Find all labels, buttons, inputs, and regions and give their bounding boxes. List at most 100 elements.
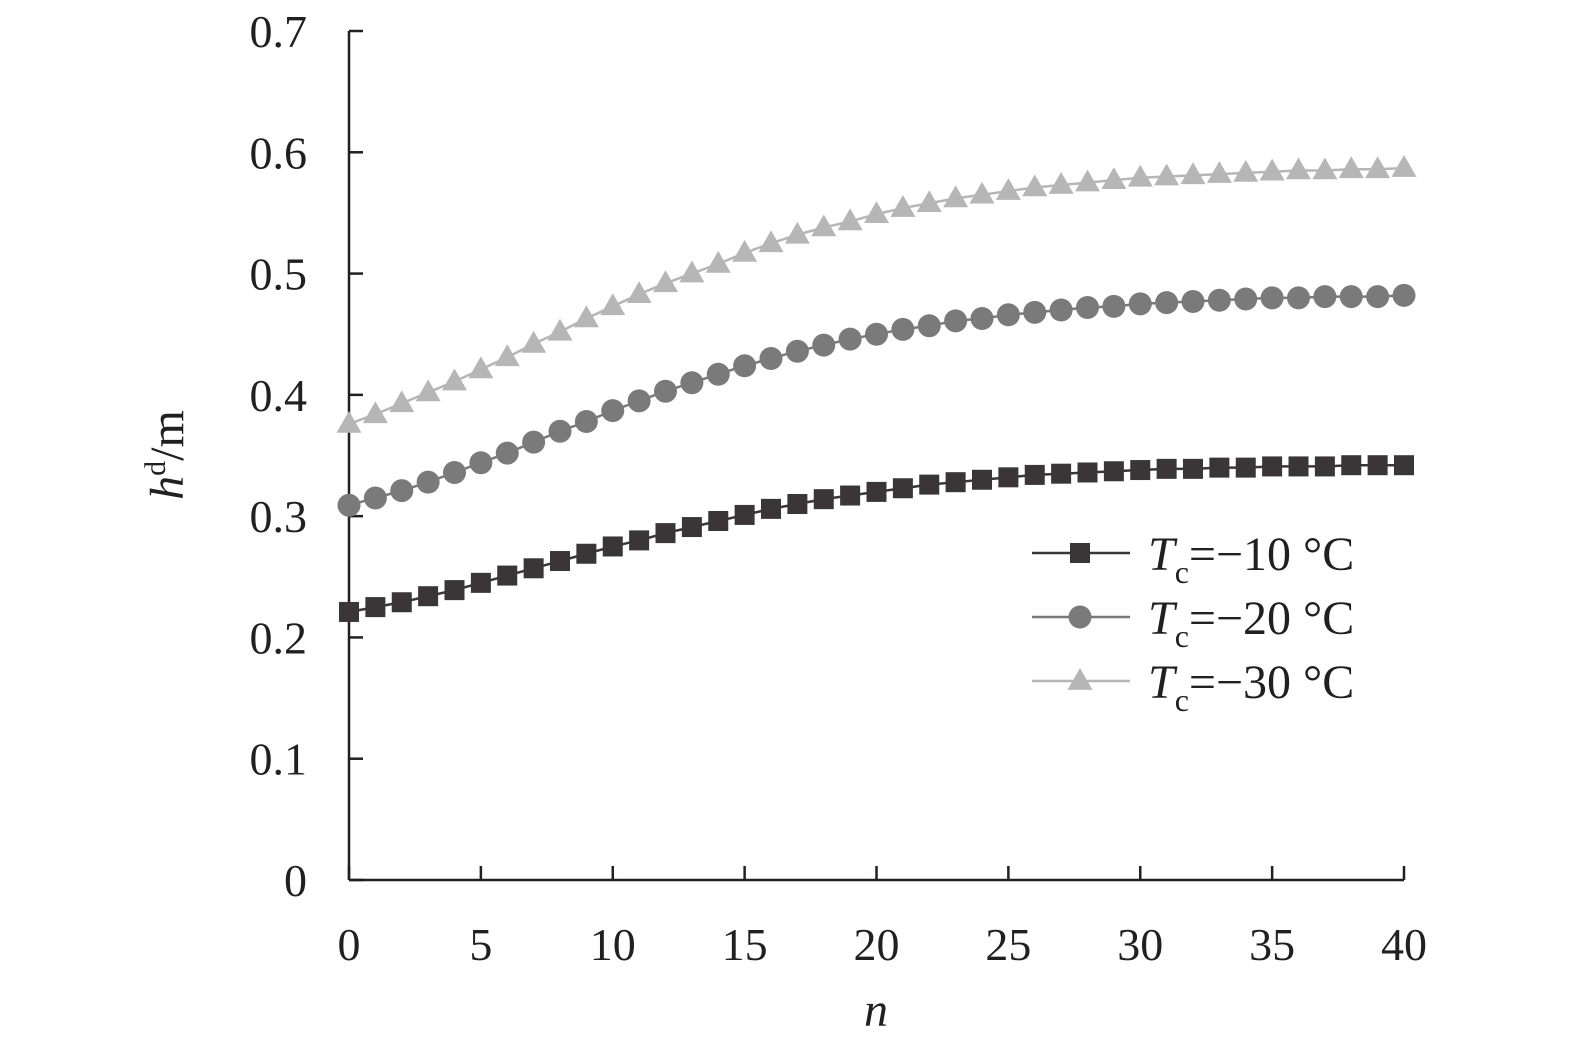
data-point xyxy=(811,214,837,237)
data-point xyxy=(443,460,466,484)
x-tick-label: 40 xyxy=(1381,919,1427,970)
data-point xyxy=(653,270,678,293)
data-point xyxy=(336,410,362,433)
data-point xyxy=(523,558,544,579)
data-point xyxy=(362,401,388,424)
data-point xyxy=(1341,455,1362,476)
data-point xyxy=(1048,172,1074,194)
legend-marker xyxy=(1070,543,1090,563)
data-point xyxy=(970,306,994,330)
data-point xyxy=(1262,456,1283,477)
data-point xyxy=(1339,285,1363,309)
data-point xyxy=(1365,156,1391,179)
data-point xyxy=(706,362,730,386)
legend-label-var: T xyxy=(1148,528,1178,581)
data-point xyxy=(1314,456,1335,477)
y-tick-label: 0.1 xyxy=(250,734,308,785)
data-point xyxy=(734,504,755,525)
data-point xyxy=(418,586,439,607)
legend-item-2: Tc=−20 °C xyxy=(1032,592,1354,654)
axes: 0 0.1 0.2 0.3 0.4 0.5 0.6 0.7 0 5 10 15 20 25 30 35 40 n h… xyxy=(139,6,1427,1037)
data-point xyxy=(972,469,992,490)
data-point xyxy=(681,517,702,538)
y-tick-label: 0.5 xyxy=(250,249,308,300)
legend-marker xyxy=(1067,667,1093,690)
legend-item-1: Tc=−10 °C xyxy=(1032,528,1354,590)
data-point xyxy=(469,451,493,475)
legend-item-3: Tc=−30 °C xyxy=(1032,656,1354,718)
data-point xyxy=(1023,300,1047,324)
data-point xyxy=(497,565,518,586)
data-point xyxy=(998,467,1019,488)
y-tick-label: 0.2 xyxy=(250,612,308,663)
data-point xyxy=(573,305,599,328)
data-point xyxy=(1154,163,1180,186)
data-point xyxy=(1312,157,1338,180)
data-point xyxy=(1367,455,1388,476)
data-point xyxy=(1130,460,1151,481)
legend-marker xyxy=(1068,605,1092,629)
data-point xyxy=(602,536,623,557)
data-point xyxy=(708,510,729,531)
y-axis-title-var: h xyxy=(141,476,194,500)
data-point xyxy=(390,479,414,503)
x-tick-label: 25 xyxy=(985,919,1031,970)
data-point xyxy=(732,239,758,262)
data-point xyxy=(548,419,572,443)
data-point xyxy=(337,493,361,517)
data-point xyxy=(733,354,757,378)
series-layer xyxy=(336,155,1417,622)
legend-label-var: T xyxy=(1148,656,1178,709)
x-tick-label: 35 xyxy=(1249,919,1295,970)
data-point xyxy=(1076,296,1099,320)
data-point xyxy=(521,330,547,353)
legend-label: Tc=−20 °C xyxy=(1148,592,1354,654)
x-tick-label: 10 xyxy=(590,919,636,970)
data-point xyxy=(785,339,809,363)
data-point xyxy=(1183,458,1203,479)
data-point xyxy=(468,356,494,379)
data-point xyxy=(916,190,942,213)
data-point xyxy=(1103,461,1124,482)
data-point xyxy=(655,523,676,544)
data-point xyxy=(1286,157,1311,180)
y-axis-title: hd/m xyxy=(139,410,194,500)
data-point xyxy=(442,368,467,391)
x-tick-label: 30 xyxy=(1117,919,1163,970)
data-point xyxy=(629,530,650,551)
data-point xyxy=(389,390,415,413)
data-point xyxy=(840,485,861,506)
data-point xyxy=(576,543,597,564)
data-point xyxy=(864,201,889,223)
data-point xyxy=(1234,287,1258,311)
data-point xyxy=(1235,457,1256,478)
legend-label-sub: c xyxy=(1175,682,1189,718)
data-point xyxy=(996,303,1020,327)
data-point xyxy=(679,260,705,283)
data-point xyxy=(812,333,836,357)
x-tick-label: 15 xyxy=(722,919,768,970)
data-point xyxy=(601,399,625,423)
data-point xyxy=(944,309,968,333)
data-point xyxy=(363,486,387,510)
data-point xyxy=(1366,285,1390,309)
legend-label-sub: c xyxy=(1175,618,1189,654)
x-tick-label: 5 xyxy=(469,919,492,970)
series-2 xyxy=(337,283,1416,517)
data-point xyxy=(917,314,941,338)
data-point xyxy=(1259,158,1285,181)
data-point xyxy=(654,379,677,403)
data-point xyxy=(1024,464,1045,485)
data-point xyxy=(969,181,995,204)
data-point xyxy=(1077,462,1098,483)
legend-label-sub: c xyxy=(1175,554,1189,590)
y-tick-label: 0 xyxy=(284,855,307,906)
data-point xyxy=(1260,286,1284,310)
data-point xyxy=(865,322,888,346)
data-point xyxy=(339,601,359,622)
data-point xyxy=(1101,167,1127,190)
data-point xyxy=(1394,455,1414,476)
y-axis-title-unit: /m xyxy=(141,410,194,461)
data-point xyxy=(1338,156,1364,179)
